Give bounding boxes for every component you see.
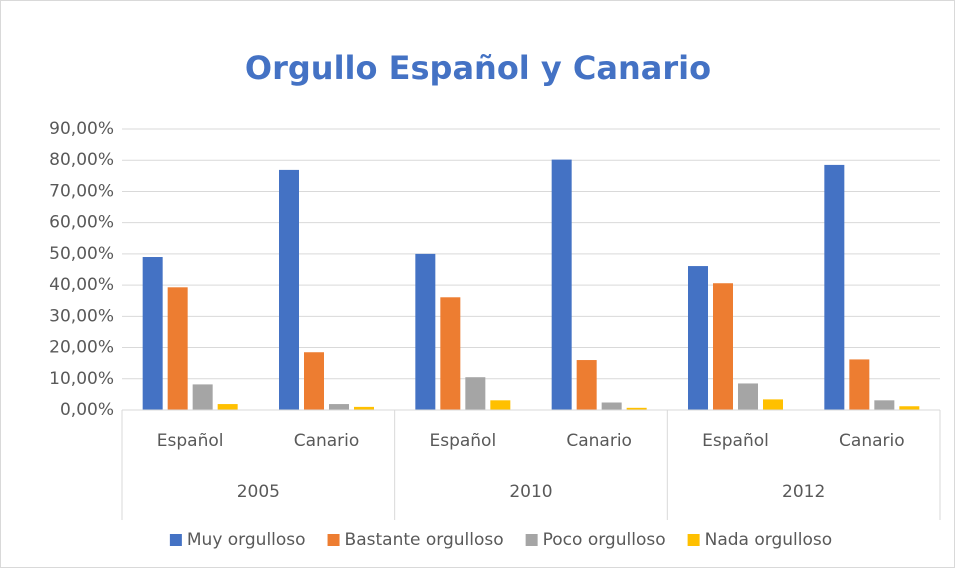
- bar: [192, 384, 213, 410]
- bar: [415, 253, 436, 410]
- y-tick-label: 50,00%: [49, 244, 114, 264]
- bar: [738, 383, 758, 410]
- legend-label: Nada orgulloso: [705, 530, 833, 550]
- bar: [763, 399, 783, 410]
- y-tick-label: 20,00%: [49, 338, 114, 358]
- bar: [329, 404, 349, 410]
- legend-label: Bastante orgulloso: [345, 530, 504, 550]
- y-tick-label: 90,00%: [49, 119, 114, 139]
- x-tick-label: Canario: [566, 431, 632, 451]
- y-tick-label: 30,00%: [49, 306, 114, 326]
- y-tick-label: 10,00%: [49, 369, 114, 389]
- y-tick-label: 0,00%: [60, 400, 114, 420]
- bar: [824, 164, 845, 410]
- y-tick-label: 70,00%: [49, 181, 114, 201]
- x-tick-label: Español: [702, 431, 769, 451]
- bar: [490, 400, 511, 410]
- x-tick-label: Español: [157, 431, 224, 451]
- bar: [713, 283, 733, 410]
- bar: [440, 297, 461, 410]
- legend-swatch: [327, 534, 340, 546]
- bar: [849, 359, 870, 410]
- x-tick-label: Canario: [294, 431, 360, 451]
- x-tick-label: Español: [429, 431, 496, 451]
- bar: [688, 266, 708, 410]
- bar: [279, 169, 299, 410]
- legend-label: Muy orgulloso: [187, 530, 306, 550]
- legend-label: Poco orgulloso: [543, 530, 666, 550]
- bar: [465, 377, 486, 410]
- y-tick-label: 80,00%: [49, 150, 114, 170]
- group-label: 2012: [782, 482, 825, 502]
- bar: [217, 404, 238, 410]
- y-tick-label: 60,00%: [49, 213, 114, 233]
- bar: [551, 159, 572, 410]
- bar: [167, 287, 188, 410]
- bar: [874, 400, 895, 410]
- chart-title: Orgullo Español y Canario: [245, 49, 711, 87]
- legend-swatch: [525, 534, 538, 546]
- bar: [142, 257, 163, 410]
- x-tick-label: Canario: [839, 431, 905, 451]
- group-label: 2010: [509, 482, 552, 502]
- group-label: 2005: [237, 482, 280, 502]
- legend-swatch: [169, 534, 182, 546]
- y-tick-label: 40,00%: [49, 275, 114, 295]
- bar: [304, 352, 324, 410]
- legend-swatch: [687, 534, 700, 546]
- bar: [354, 406, 374, 410]
- bar: [576, 360, 597, 410]
- bar: [601, 402, 622, 410]
- bar: [626, 407, 647, 410]
- bar: [899, 406, 920, 410]
